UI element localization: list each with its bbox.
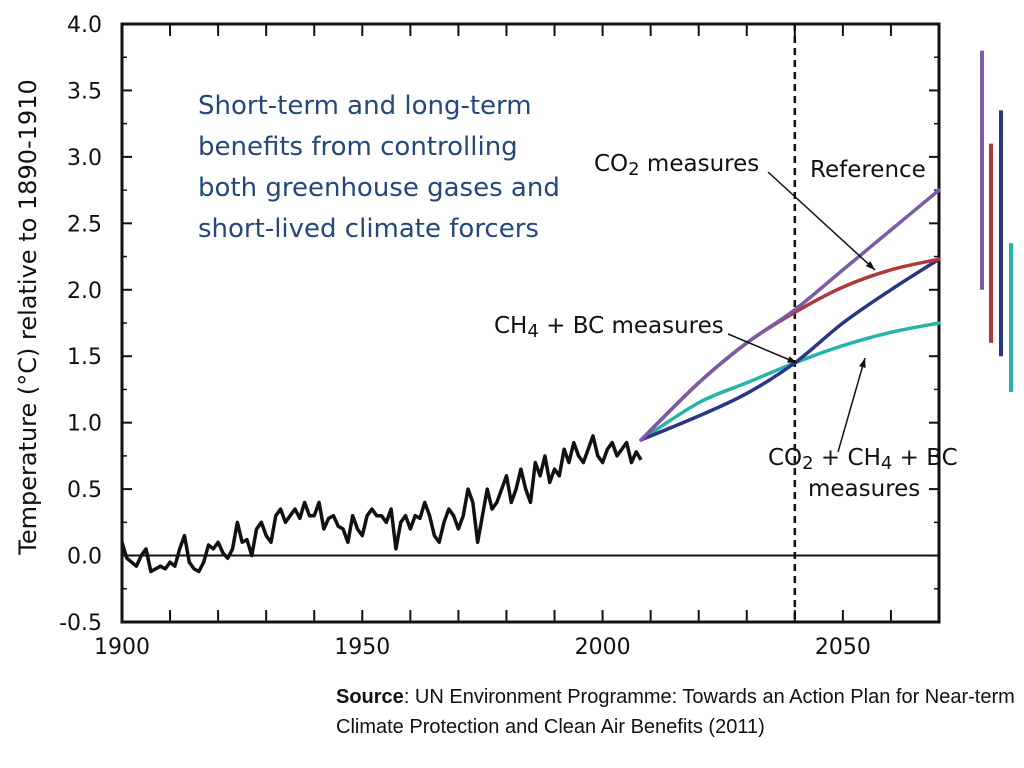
y-tick-label: 1.0 xyxy=(67,412,102,437)
subscript: 2 xyxy=(802,453,813,474)
subscript: 4 xyxy=(881,453,892,474)
projection-line-reference xyxy=(639,188,941,442)
y-tick-label: 4.0 xyxy=(67,13,102,38)
arrow-ch4-bc-measures xyxy=(727,333,798,364)
annotation-fragment: CO xyxy=(768,445,802,471)
y-tick-label: -0.5 xyxy=(59,611,102,636)
y-tick-label: 0.5 xyxy=(67,478,102,503)
annotation-fragment: CO xyxy=(594,151,628,177)
observed-temperature-line xyxy=(120,434,643,574)
x-tick-label: 1950 xyxy=(334,635,390,660)
chart-title: Short-term and long-term benefits from c… xyxy=(198,91,560,244)
arrow-co2-ch4-bc-measures xyxy=(837,357,866,453)
y-axis-title: Temperature (°C) relative to 1890-1910 xyxy=(14,79,42,555)
source-text: : UN Environment Programme: Towards an A… xyxy=(336,686,1015,738)
y-tick-label: 0.0 xyxy=(67,545,102,570)
y-tick-label: 2.0 xyxy=(67,279,102,304)
y-tick-label: 3.0 xyxy=(67,146,102,171)
source-citation: Source: UN Environment Programme: Toward… xyxy=(336,682,1016,742)
x-tick-label: 1900 xyxy=(94,635,150,660)
y-tick-label: 1.5 xyxy=(67,345,102,370)
annotation-fragment: CH xyxy=(494,313,527,339)
y-tick-label: 3.5 xyxy=(67,79,102,104)
y-tick-label: 2.5 xyxy=(67,212,102,237)
arrow-ch4-bc-measures-head xyxy=(787,356,797,363)
arrow-co2-measures-head xyxy=(865,261,875,270)
subscript: 2 xyxy=(628,159,639,180)
source-label: Source xyxy=(336,686,404,708)
arrow-co2-measures xyxy=(767,171,876,271)
annotation-fragment: + CH xyxy=(814,445,881,471)
subscript: 4 xyxy=(527,321,538,342)
annotation-reference: Reference xyxy=(810,157,926,183)
annotation-co2-measures: CO2 measures xyxy=(594,151,759,180)
annotation-measures: measures xyxy=(808,476,920,502)
annotation-ch4-bc-measures: CH4 + BC measures xyxy=(494,313,724,342)
annotation-fragment: + BC xyxy=(892,445,957,471)
projection-line-ch4-bc-measures xyxy=(639,257,941,442)
x-tick-label: 2000 xyxy=(575,635,631,660)
arrow-co2-ch4-bc-measures-head xyxy=(859,358,866,368)
annotation-fragment: measures xyxy=(640,151,760,177)
annotation-fragment: + BC measures xyxy=(539,313,724,339)
annotation-co2-ch4-bc: CO2 + CH4 + BC xyxy=(768,445,958,474)
x-tick-label: 2050 xyxy=(815,635,871,660)
